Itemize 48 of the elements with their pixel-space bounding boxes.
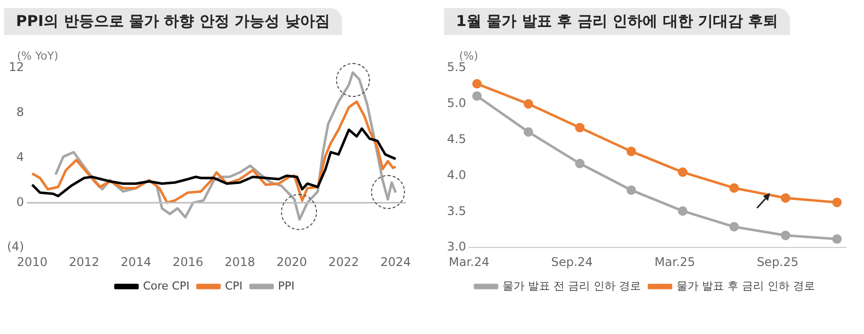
y-tick-label: 5.0 bbox=[446, 96, 466, 110]
legend-label: PPI bbox=[278, 279, 295, 292]
x-tick-label: 2016 bbox=[172, 254, 204, 269]
chart-title: PPI의 반등으로 물가 하향 안정 가능성 낮아짐 bbox=[4, 8, 342, 35]
y-tick-label: 4.0 bbox=[446, 168, 466, 182]
x-tick-label: 2012 bbox=[68, 254, 100, 269]
point bbox=[524, 127, 534, 137]
x-tick-label: 2024 bbox=[380, 254, 411, 269]
y-tick-label: 3.0 bbox=[446, 240, 466, 254]
x-tick-label: 2010 bbox=[16, 254, 48, 269]
y-axis-title: (% YoY) bbox=[17, 49, 58, 62]
point bbox=[678, 206, 688, 216]
legend-label: 물가 발표 후 금리 인하 경로 bbox=[676, 279, 815, 292]
legend-label: CPI bbox=[224, 279, 243, 292]
point bbox=[524, 99, 534, 109]
point bbox=[472, 91, 482, 101]
y-tick-label: 0 bbox=[16, 194, 24, 209]
point bbox=[729, 183, 739, 193]
y-tick-label: (4) bbox=[7, 240, 24, 254]
x-tick-label: 2014 bbox=[120, 254, 152, 269]
x-tick-label: 2018 bbox=[224, 254, 256, 269]
point bbox=[626, 146, 636, 156]
y-tick-label: 12 bbox=[8, 60, 24, 74]
point bbox=[832, 234, 842, 244]
legend-label: Core CPI bbox=[142, 279, 190, 292]
point bbox=[780, 193, 790, 203]
point bbox=[575, 158, 585, 168]
y-tick-label: 8 bbox=[16, 105, 24, 120]
x-tick-label: 2022 bbox=[328, 254, 359, 269]
x-tick-label: 2020 bbox=[276, 254, 308, 269]
point bbox=[832, 198, 842, 208]
y-tick-label: 3.5 bbox=[446, 204, 466, 218]
y-tick-label: 5.5 bbox=[446, 60, 466, 74]
x-tick-label: Mar.25 bbox=[654, 254, 696, 269]
point bbox=[780, 230, 790, 240]
chart-title: 1월 물가 발표 후 금리 인하에 대한 기대감 후퇴 bbox=[444, 8, 790, 35]
x-tick-label: Mar.24 bbox=[448, 254, 490, 269]
y-tick-label: 4.5 bbox=[446, 132, 466, 146]
point bbox=[575, 122, 585, 132]
y-tick-label: 4 bbox=[16, 150, 24, 164]
point bbox=[678, 167, 688, 177]
x-tick-label: Sep.24 bbox=[551, 254, 593, 269]
point bbox=[472, 79, 482, 89]
point bbox=[729, 222, 739, 232]
x-tick-label: Sep.25 bbox=[756, 254, 799, 269]
y-axis-title: (%) bbox=[459, 49, 478, 62]
legend-label: 물가 발표 전 금리 인하 경로 bbox=[502, 279, 641, 292]
point bbox=[626, 185, 636, 195]
